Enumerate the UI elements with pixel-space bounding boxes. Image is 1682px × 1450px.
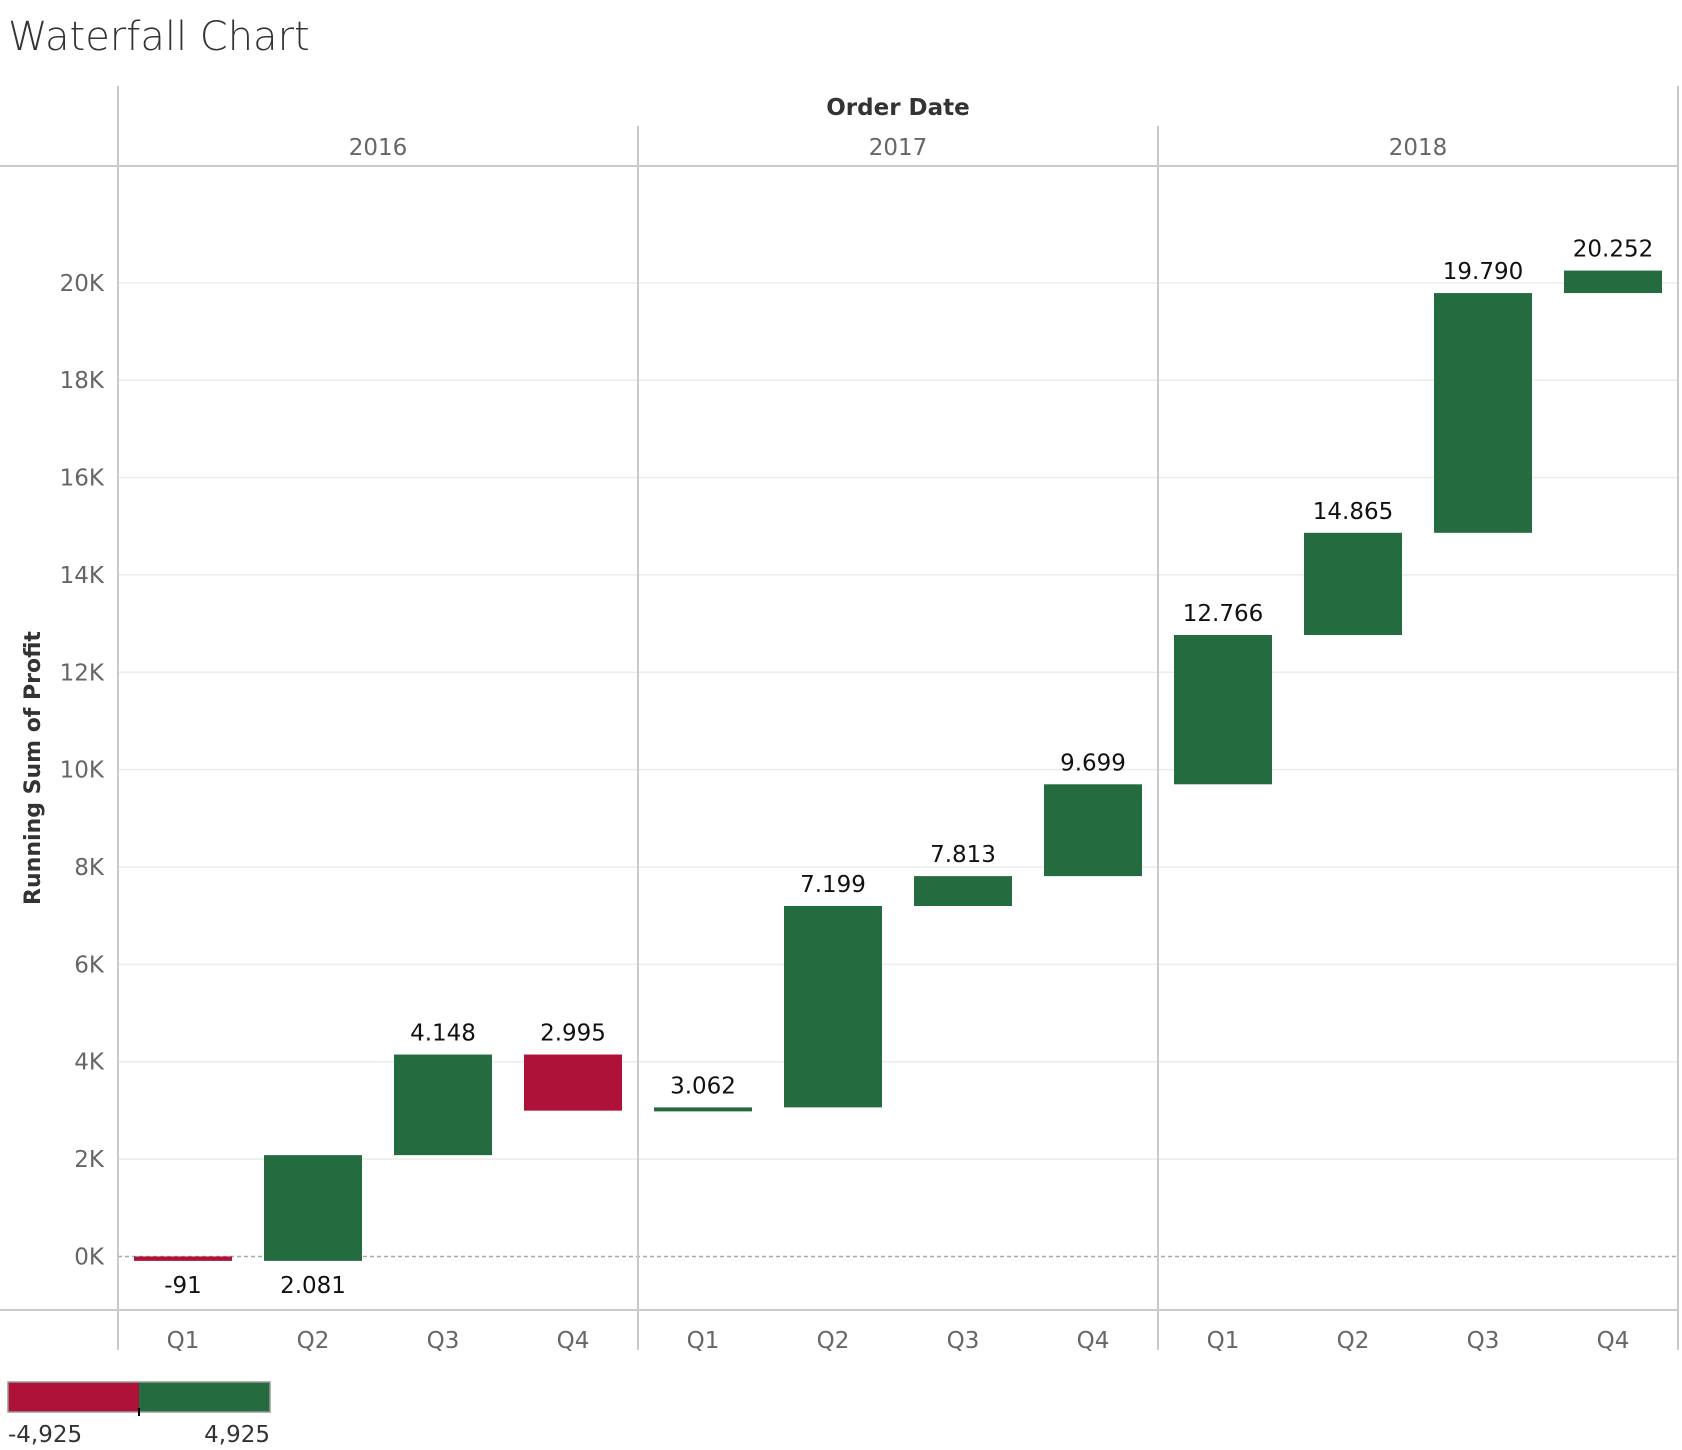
quarter-label: Q3	[947, 1328, 980, 1354]
legend-min-label: -4,925	[8, 1422, 82, 1448]
quarter-label: Q1	[687, 1328, 720, 1354]
y-tick-label: 6K	[74, 952, 105, 978]
data-label: 9.699	[1060, 750, 1126, 776]
year-label: 2018	[1389, 135, 1448, 161]
data-label: 2.995	[540, 1021, 606, 1047]
data-labels: -91 2.081 4.148 2.995 3.062 7.199 7.813 9.699 12…	[164, 237, 1653, 1299]
color-legend: -4,925 4,925	[7, 1381, 271, 1448]
legend-max-label: 4,925	[204, 1422, 270, 1448]
data-label: 14.865	[1313, 499, 1393, 525]
data-label: 4.148	[410, 1021, 476, 1047]
y-tick-label: 12K	[60, 660, 105, 686]
data-label: 2.081	[280, 1273, 346, 1299]
waterfall-bar	[1434, 293, 1532, 533]
y-tick-label: 2K	[74, 1147, 105, 1173]
data-label: 7.199	[800, 872, 866, 898]
quarter-label: Q3	[1467, 1328, 1500, 1354]
waterfall-bar	[914, 876, 1012, 906]
quarter-label: Q3	[427, 1328, 460, 1354]
quarter-label: Q1	[167, 1328, 200, 1354]
y-tick-label: 14K	[60, 563, 105, 589]
waterfall-bar	[1304, 532, 1402, 635]
waterfall-bar	[784, 905, 882, 1108]
quarter-label: Q2	[817, 1328, 850, 1354]
data-label: 19.790	[1443, 259, 1523, 285]
quarter-label: Q1	[1207, 1328, 1240, 1354]
waterfall-bar	[524, 1054, 622, 1111]
data-label: 20.252	[1573, 237, 1653, 263]
y-tick-label: 18K	[60, 368, 105, 394]
chart-title: Waterfall Chart	[8, 14, 310, 60]
waterfall-bar	[264, 1155, 362, 1261]
year-label: 2016	[349, 135, 408, 161]
waterfall-bar	[654, 1107, 752, 1112]
quarter-label: Q4	[1597, 1328, 1630, 1354]
legend-positive-swatch	[139, 1382, 270, 1412]
quarter-label: Q2	[1337, 1328, 1370, 1354]
y-tick-label: 8K	[74, 855, 105, 881]
y-tick-label: 0K	[74, 1244, 105, 1270]
legend-negative-swatch	[8, 1382, 139, 1412]
year-label: 2017	[869, 135, 928, 161]
y-tick-label: 20K	[60, 271, 105, 297]
waterfall-bar	[1564, 270, 1662, 294]
y-tick-label: 4K	[74, 1050, 105, 1076]
data-label: 12.766	[1183, 601, 1263, 627]
axes: 2016 2017 2018 Order Date Q1 Q2 Q3 Q4 Q1 Q2 Q3 Q4 Q1…	[21, 95, 1629, 1354]
waterfall-bar	[1044, 784, 1142, 877]
data-label: -91	[164, 1273, 202, 1299]
column-header-title: Order Date	[826, 95, 970, 121]
data-label: 3.062	[670, 1073, 736, 1099]
gridlines	[118, 282, 1678, 1258]
y-tick-label: 10K	[60, 758, 105, 784]
data-label: 7.813	[930, 842, 996, 868]
waterfall-bar	[134, 1256, 232, 1261]
quarter-label: Q4	[1077, 1328, 1110, 1354]
waterfall-bar	[1174, 634, 1272, 785]
y-tick-label: 16K	[60, 466, 105, 492]
quarter-label: Q4	[557, 1328, 590, 1354]
y-axis-label: Running Sum of Profit	[21, 631, 46, 905]
chart-frame	[0, 86, 1679, 1350]
quarter-label: Q2	[297, 1328, 330, 1354]
bars	[134, 270, 1662, 1261]
waterfall-bar	[394, 1054, 492, 1156]
